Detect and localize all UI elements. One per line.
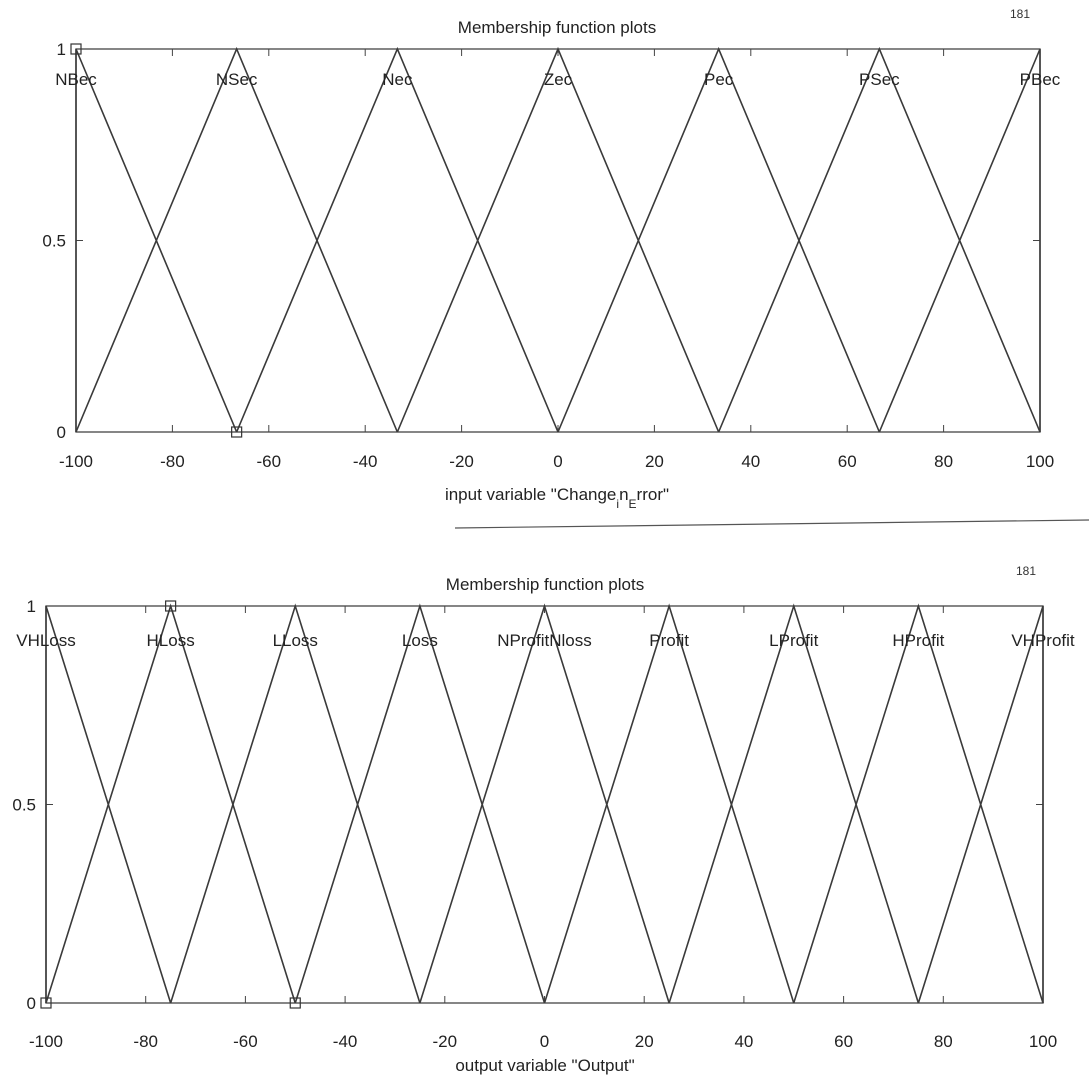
y-tick-label: 0.5 [42,232,66,251]
mf-line-pec [557,46,881,433]
y-tick-label: 0.5 [12,796,36,815]
mf-label: PBec [1020,70,1061,89]
mf-line-pbec [878,48,1041,433]
plot-frame [75,48,1041,433]
x-tick-label: 0 [553,452,562,471]
mf-label: Loss [402,631,438,650]
mf-line-nprofitnloss [419,603,670,1004]
x-tick-label: -60 [233,1032,258,1051]
mf-label: HProfit [892,631,944,650]
x-tick-label: -100 [59,452,93,471]
x-tick-label: -80 [160,452,185,471]
x-tick-label: 40 [741,452,760,471]
mf-label: LLoss [273,631,318,650]
mf-label: NSec [216,70,258,89]
x-tick-label: 80 [934,452,953,471]
mf-line-hloss [45,603,297,1004]
mf-line-lloss [169,603,421,1004]
chart-title: Membership function plots [458,18,656,37]
mf-label: Profit [649,631,689,650]
x-tick-label: -100 [29,1032,63,1051]
x-axis-label-part-2: n [619,485,628,504]
mf-line-nsec [75,46,399,433]
x-axis-label-part-0: output variable "Output" [455,1056,634,1075]
x-tick-label: -40 [353,452,378,471]
x-axis-label-part-4: rror" [637,485,669,504]
y-tick-label: 0 [57,423,66,442]
x-tick-label: 60 [834,1032,853,1051]
x-tick-label: -20 [449,452,474,471]
x-tick-label: -80 [133,1032,158,1051]
mf-label: Pec [704,70,734,89]
mf-label: VHProfit [1011,631,1075,650]
input-membership-chart: Membership function plots 181 input vari… [42,7,1060,511]
mf-label: PSec [859,70,900,89]
x-tick-label: 20 [635,1032,654,1051]
mf-label: Nec [382,70,413,89]
vertex-marker [165,600,177,612]
x-tick-label: 100 [1029,1032,1057,1051]
mf-line-lprofit [668,603,920,1004]
mf-line-profit [543,603,795,1004]
x-tick-label: -40 [333,1032,358,1051]
mf-label: NBec [55,70,97,89]
page-number: 181 [1016,564,1036,578]
x-tick-label: 40 [734,1032,753,1051]
mf-line-vhprofit [917,605,1044,1004]
x-axis-label-part-1: i [616,497,619,511]
mf-label: VHLoss [16,631,76,650]
mf-label: LProfit [769,631,818,650]
chart-title: Membership function plots [446,575,644,594]
x-tick-label: 80 [934,1032,953,1051]
x-axis-label: input variable "ChangeinError" [445,485,669,511]
page-number: 181 [1010,7,1030,21]
mf-line-nec [235,46,559,433]
y-tick-label: 1 [57,40,66,59]
x-tick-label: 20 [645,452,664,471]
mf-label: HLoss [147,631,195,650]
x-tick-label: 0 [540,1032,549,1051]
x-tick-label: 100 [1026,452,1054,471]
scan-separator-line [454,519,1089,529]
x-axis-label-part-3: E [629,497,637,511]
mf-label: Zec [544,70,573,89]
mf-label: NProfitNloss [497,631,591,650]
mf-line-loss [294,603,546,1004]
vertex-marker [70,43,82,55]
output-membership-chart: Membership function plots 181 output var… [12,564,1075,1075]
vertex-marker [231,426,243,438]
x-tick-label: -20 [433,1032,458,1051]
y-tick-label: 0 [27,994,36,1013]
mf-line-hprofit [792,603,1044,1004]
x-axis-label-part-0: input variable "Change [445,485,616,504]
mf-line-psec [717,46,1041,433]
y-tick-label: 1 [27,597,36,616]
x-tick-label: 60 [838,452,857,471]
x-tick-label: -60 [257,452,282,471]
x-axis-label: output variable "Output" [455,1056,634,1075]
mf-line-nbec [75,48,238,433]
mf-line-vhloss [45,605,172,1004]
vertex-marker [40,997,52,1009]
mf-line-zec [396,46,720,433]
vertex-marker [289,997,301,1009]
plot-frame [45,605,1044,1004]
